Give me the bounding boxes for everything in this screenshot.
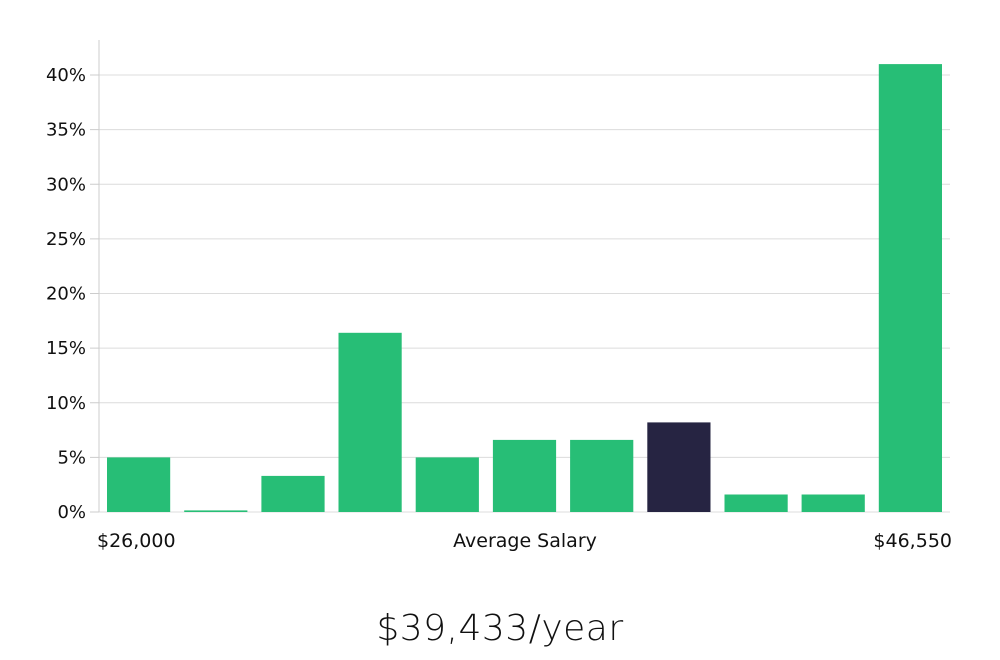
- bar: [570, 439, 634, 512]
- bar-highlighted: [647, 422, 711, 512]
- bar: [261, 475, 325, 512]
- y-tick-label: 40%: [46, 65, 86, 86]
- gridlines: [99, 74, 950, 513]
- y-axis-ticks: 0% 5% 10% 15% 20% 25% 30% 35% 40%: [46, 65, 99, 523]
- y-tick-label: 15%: [46, 338, 86, 359]
- salary-histogram: 0% 5% 10% 15% 20% 25% 30% 35% 40% $26,000 Averag…: [46, 40, 952, 552]
- bar: [878, 64, 942, 512]
- bars: [107, 64, 942, 512]
- bar: [724, 494, 788, 512]
- bar: [107, 457, 171, 512]
- y-tick-label: 10%: [46, 393, 86, 414]
- y-tick-label: 20%: [46, 284, 86, 305]
- y-tick-label: 35%: [46, 120, 86, 141]
- y-tick-label: 5%: [57, 447, 86, 468]
- average-salary-headline: $39,433/year: [376, 608, 624, 649]
- y-tick-label: 0%: [57, 502, 86, 523]
- bar: [415, 457, 479, 512]
- x-min-label: $26,000: [97, 530, 176, 552]
- bar: [801, 494, 865, 512]
- y-tick-label: 30%: [46, 174, 86, 195]
- bar: [338, 332, 402, 512]
- y-tick-label: 25%: [46, 229, 86, 250]
- bar: [184, 510, 248, 512]
- x-max-label: $46,550: [873, 530, 952, 552]
- bar: [492, 439, 557, 512]
- x-axis-title: Average Salary: [453, 530, 597, 552]
